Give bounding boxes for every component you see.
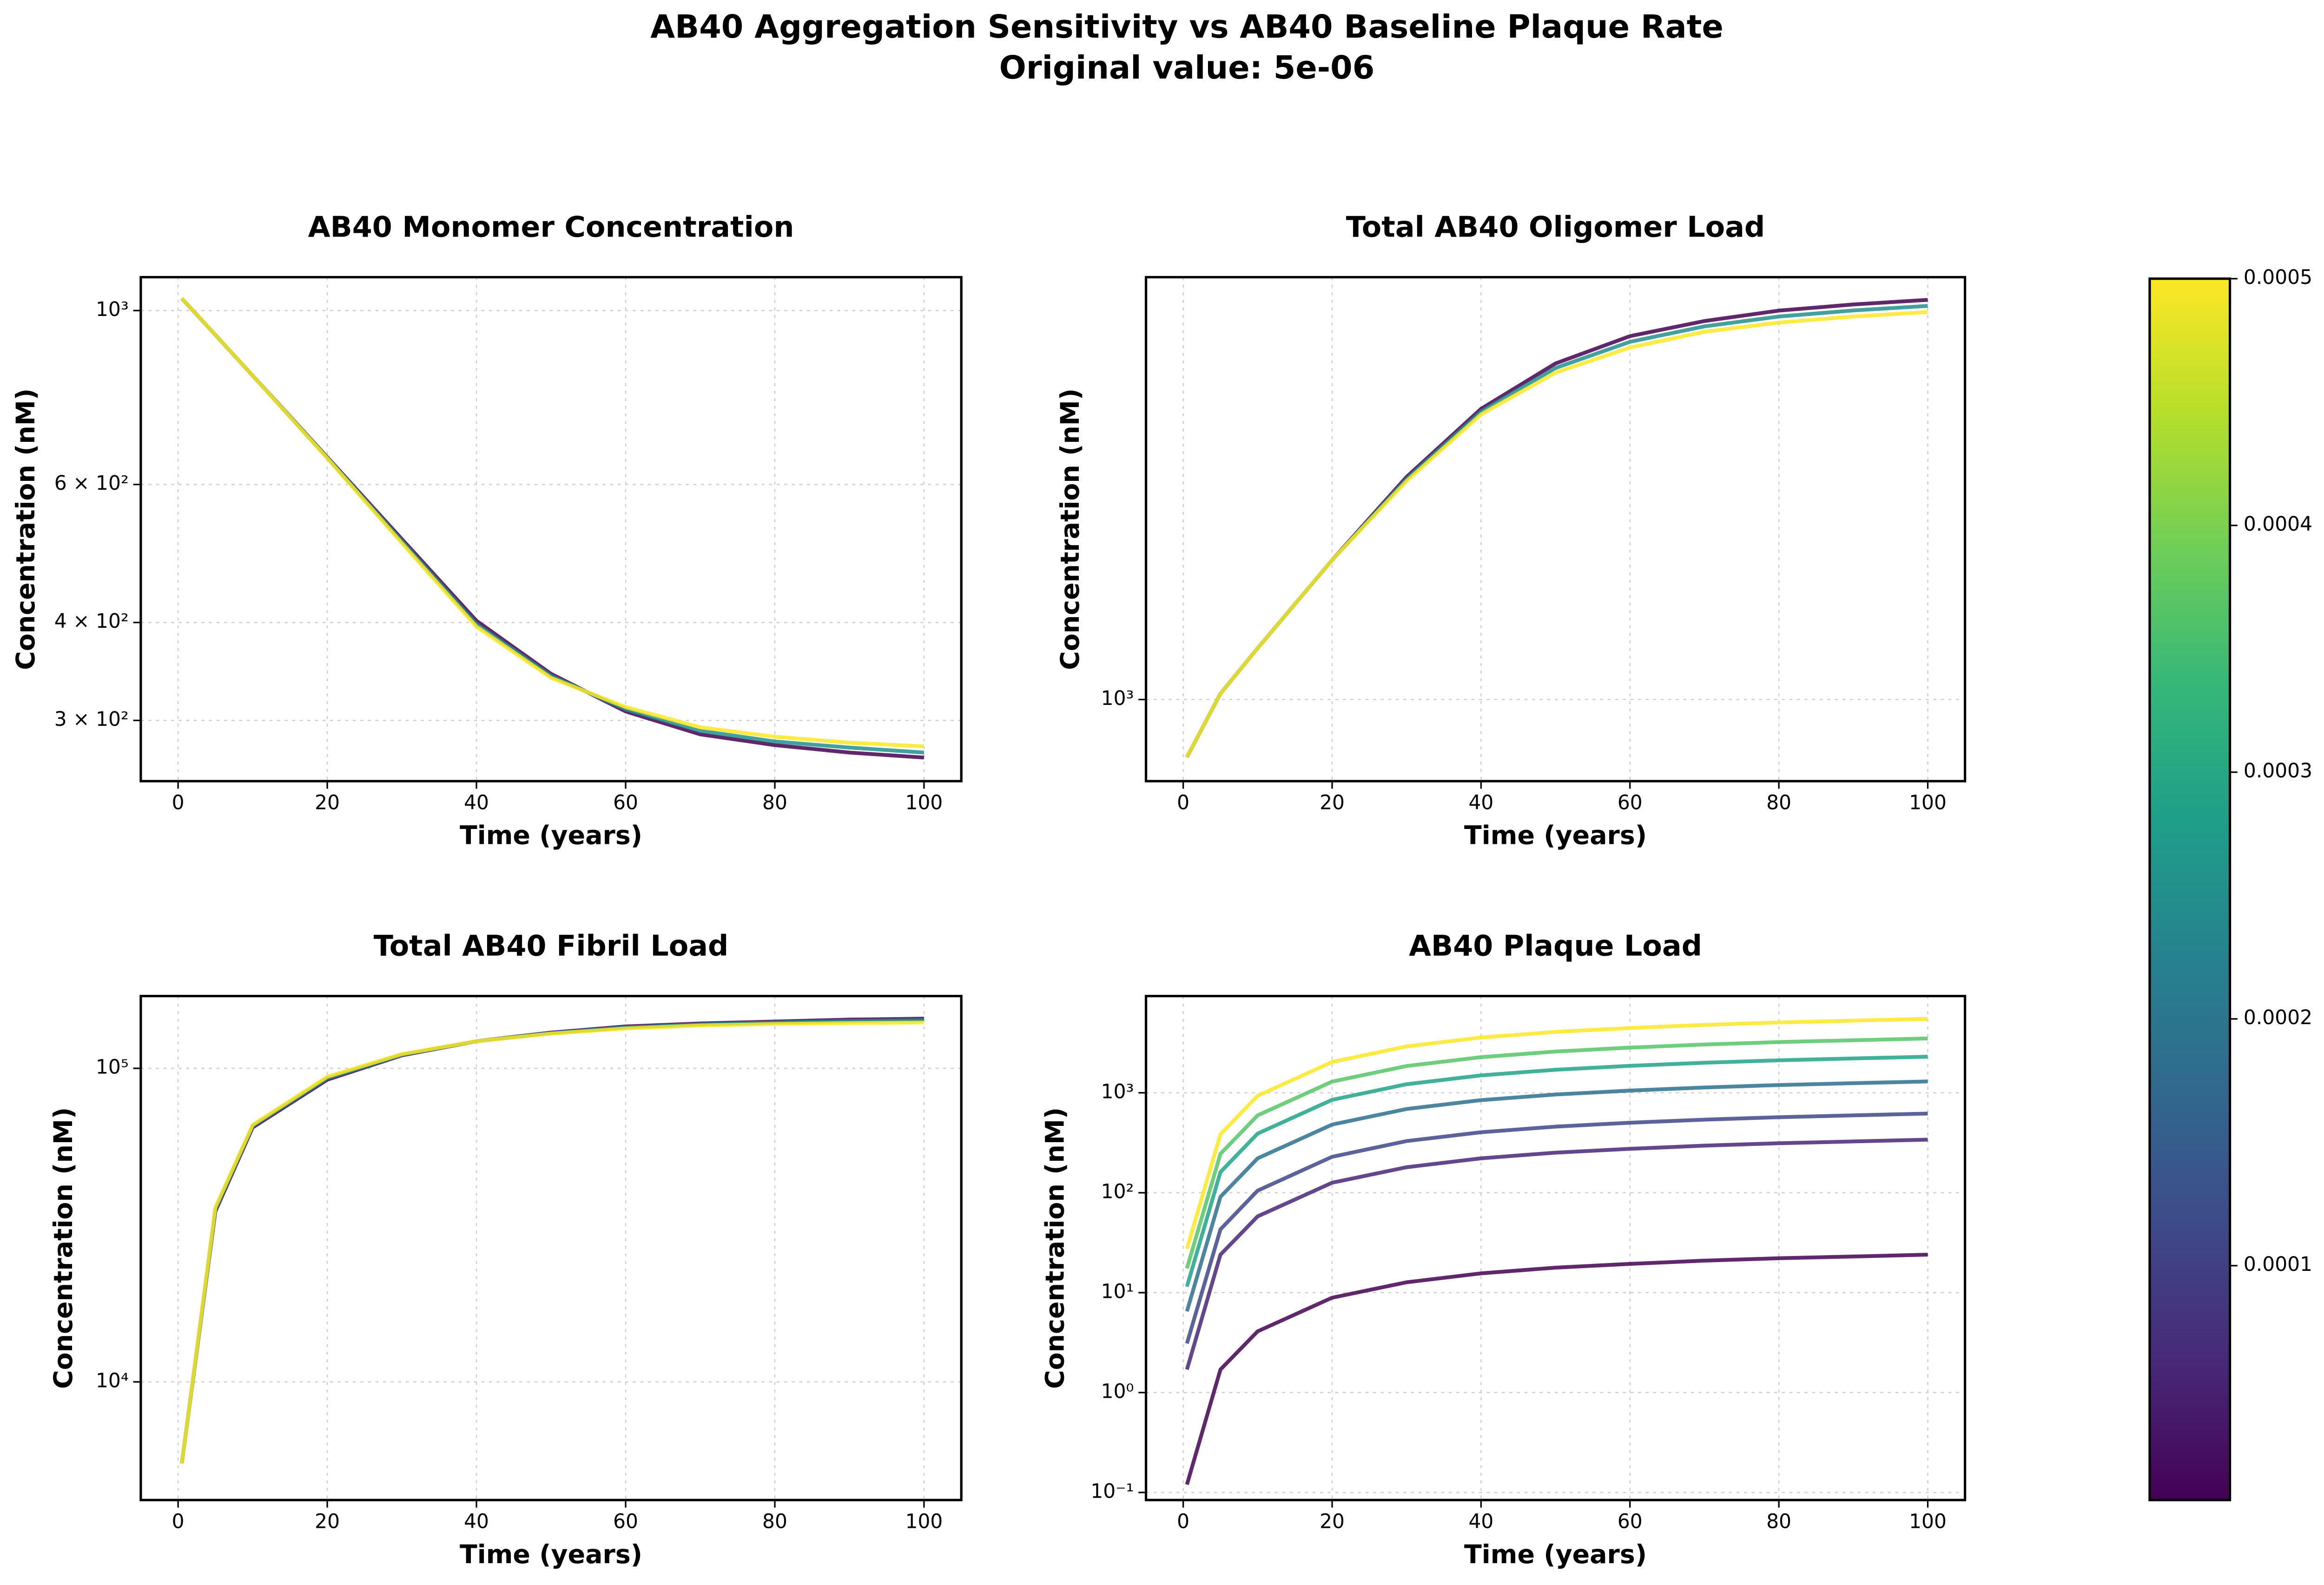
x-tick-label: 20 [315, 1510, 340, 1533]
y-tick-label: 3 × 10² [54, 708, 129, 730]
series-line [180, 297, 924, 760]
x-tick-label: 0 [172, 791, 185, 814]
subplot: 0 20 40 60 80 100 10⁴ 10⁵ Total AB40 Fibril Load… [49, 929, 963, 1570]
y-tick-label: 10³ [96, 298, 129, 321]
x-tick-label: 40 [1468, 1510, 1493, 1533]
y-axis-label: Concentration (nM) [49, 1107, 79, 1389]
x-tick-label: 100 [1909, 1510, 1947, 1533]
y-tick-label: 6 × 10² [54, 472, 129, 494]
y-tick-label: 4 × 10² [54, 610, 129, 632]
y-axis-label: Concentration (nM) [1056, 388, 1085, 670]
x-tick-label: 60 [1618, 791, 1643, 814]
colorbar-tick-label: 0.0005 [2244, 266, 2312, 289]
axes-frame [1144, 276, 1967, 783]
x-tick-label: 40 [1468, 791, 1493, 814]
x-tick-label: 40 [464, 1510, 489, 1533]
subplot: 0 20 40 60 80 100 10⁻¹ 10⁰ 10¹ 10² 10³ AB40 Plaque … [1041, 929, 1967, 1570]
series-line [1185, 310, 1928, 758]
colorbar-tick-label: 0.0002 [2244, 1006, 2312, 1029]
colorbar-tick-label: 0.0001 [2244, 1253, 2312, 1276]
axes-frame [139, 276, 963, 783]
series-line [1185, 1054, 1928, 1287]
x-tick-label: 100 [905, 791, 943, 814]
series-line [180, 1017, 924, 1464]
series-line [180, 1018, 924, 1464]
series-line [180, 297, 924, 755]
colorbar-tick-label: 0.0003 [2244, 759, 2312, 782]
y-tick-label: 10³ [1101, 1080, 1134, 1103]
y-tick-label: 10² [1101, 1180, 1134, 1203]
colorbar [2149, 278, 2230, 1500]
axes-frame [139, 994, 963, 1501]
series-line [1185, 1253, 1928, 1485]
colorbar-tick-label: 0.0004 [2244, 513, 2312, 535]
x-tick-label: 100 [905, 1510, 943, 1533]
y-tick-label: 10¹ [1101, 1280, 1134, 1302]
x-axis-label: Time (years) [1464, 1540, 1647, 1570]
x-tick-label: 80 [1766, 1510, 1791, 1533]
x-tick-label: 60 [613, 1510, 638, 1533]
y-tick-label: 10⁰ [1101, 1380, 1134, 1402]
x-tick-label: 0 [172, 1510, 185, 1533]
y-tick-label: 10⁵ [96, 1056, 129, 1079]
x-tick-label: 80 [762, 1510, 787, 1533]
y-axis-label: Concentration (nM) [1041, 1107, 1070, 1389]
x-tick-label: 20 [315, 791, 340, 814]
subplot-title: Total AB40 Fibril Load [374, 929, 729, 962]
series-line [1185, 1036, 1928, 1269]
series-line [1185, 1138, 1928, 1370]
subplot: 0 20 40 60 80 100 3 × 10² 4 × 10² 6 × 10² 10³ AB40… [11, 210, 963, 851]
x-tick-label: 20 [1320, 1510, 1345, 1533]
y-axis-label: Concentration (nM) [11, 388, 41, 670]
figure-title: AB40 Aggregation Sensitivity vs AB40 Bas… [650, 9, 1723, 46]
subplot: 0 20 40 60 80 100 10³ Total AB40 Oligomer Load T… [1056, 210, 1967, 851]
x-axis-label: Time (years) [460, 821, 642, 851]
y-tick-label: 10⁻¹ [1090, 1480, 1134, 1502]
x-axis-label: Time (years) [1464, 821, 1647, 851]
x-tick-label: 100 [1909, 791, 1947, 814]
x-tick-label: 60 [1618, 1510, 1643, 1533]
series-line [1185, 1017, 1928, 1250]
series-line [1185, 1111, 1928, 1344]
subplot-title: AB40 Monomer Concentration [308, 210, 794, 243]
figure-subtitle: Original value: 5e-06 [999, 50, 1375, 86]
x-tick-label: 20 [1320, 791, 1345, 814]
x-tick-label: 0 [1177, 1510, 1189, 1533]
x-axis-label: Time (years) [460, 1540, 642, 1570]
series-line [180, 297, 924, 749]
x-tick-label: 60 [613, 791, 638, 814]
colorbar-frame [2148, 277, 2232, 1501]
series-line [1185, 1079, 1928, 1312]
x-tick-label: 0 [1177, 791, 1189, 814]
subplot-title: Total AB40 Oligomer Load [1346, 210, 1765, 243]
y-tick-label: 10³ [1101, 687, 1134, 710]
subplot-title: AB40 Plaque Load [1409, 929, 1702, 962]
y-tick-label: 10⁴ [96, 1369, 129, 1392]
x-tick-label: 80 [762, 791, 787, 814]
x-tick-label: 40 [464, 791, 489, 814]
x-tick-label: 80 [1766, 791, 1791, 814]
series-line [180, 1020, 924, 1464]
axes-frame [1144, 994, 1967, 1501]
